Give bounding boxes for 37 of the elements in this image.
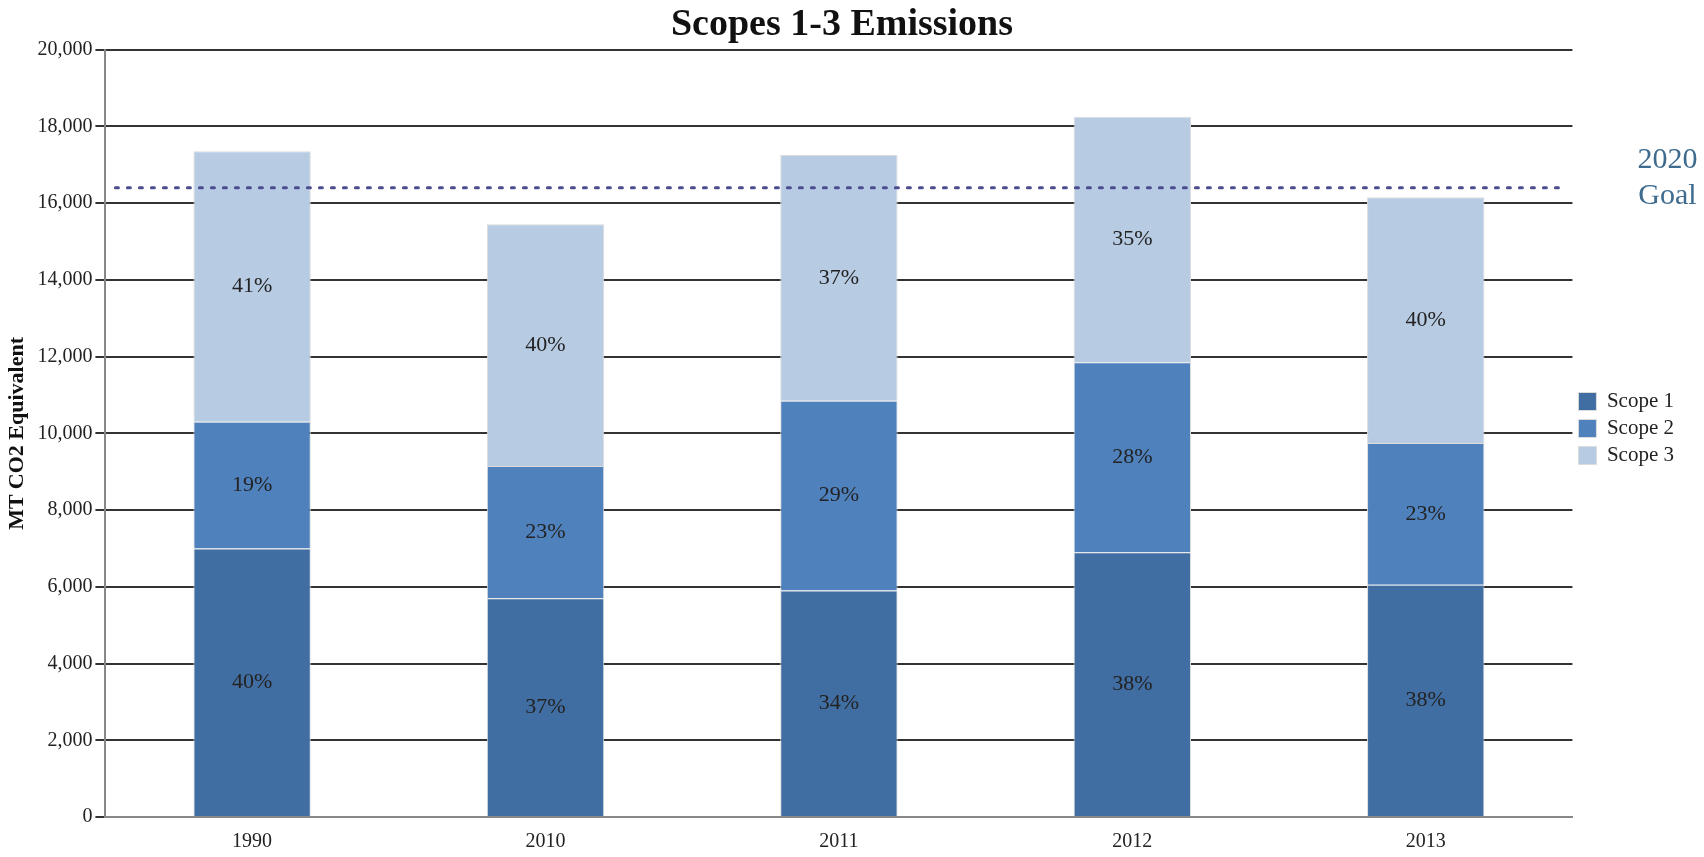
chart-title: Scopes 1-3 Emissions [670,0,1014,43]
ref-line-label: 2020 Goal [1637,140,1698,210]
annotation: 40% [231,667,273,693]
annotation: 38% [1112,669,1153,695]
legend-label: Scope 1 [1606,388,1675,413]
y-tick-label: 18,000 [37,113,93,136]
y-tick-label: 16,000 [37,190,93,213]
annotation: 19% [231,470,273,496]
annotation: 37% [525,692,566,718]
y-tick-label: 2,000 [47,727,93,750]
y-tick-label: 4,000 [47,650,93,673]
legend-label: Scope 3 [1606,442,1675,467]
y-tick-label: 20,000 [37,36,93,59]
y-tick-label: 12,000 [37,343,93,366]
annotation: 23% [525,517,566,543]
x-tick-label: 2013 [1405,829,1446,852]
annotation: 37% [818,263,860,289]
y-axis-title: MT CO2 Equivalent [2,336,28,530]
legend-label: Scope 2 [1606,415,1675,440]
annotation: 34% [818,689,860,715]
y-tick-label: 6,000 [47,574,93,597]
y-tick-label: 10,000 [37,420,93,443]
annotation: 40% [525,330,566,356]
annotation: 23% [1405,499,1446,525]
annotation: 38% [1405,686,1446,712]
y-tick-label: 8,000 [47,497,93,520]
annotation: 35% [1112,225,1153,251]
x-tick-label: 1990 [232,829,273,852]
y-tick-label: 0 [82,804,93,827]
annotation: 40% [1405,305,1446,331]
x-tick-label: 2012 [1112,829,1153,852]
y-tick-label: 14,000 [37,267,93,290]
annotation: 28% [1112,443,1153,469]
x-tick-label: 2010 [525,829,566,852]
x-tick-label: 2011 [819,829,859,852]
annotation: 29% [818,481,860,507]
annotation: 41% [231,272,273,298]
